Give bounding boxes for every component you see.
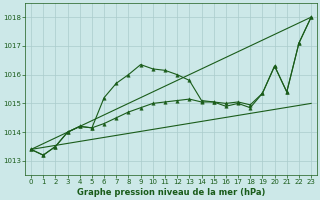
X-axis label: Graphe pression niveau de la mer (hPa): Graphe pression niveau de la mer (hPa) [77,188,265,197]
